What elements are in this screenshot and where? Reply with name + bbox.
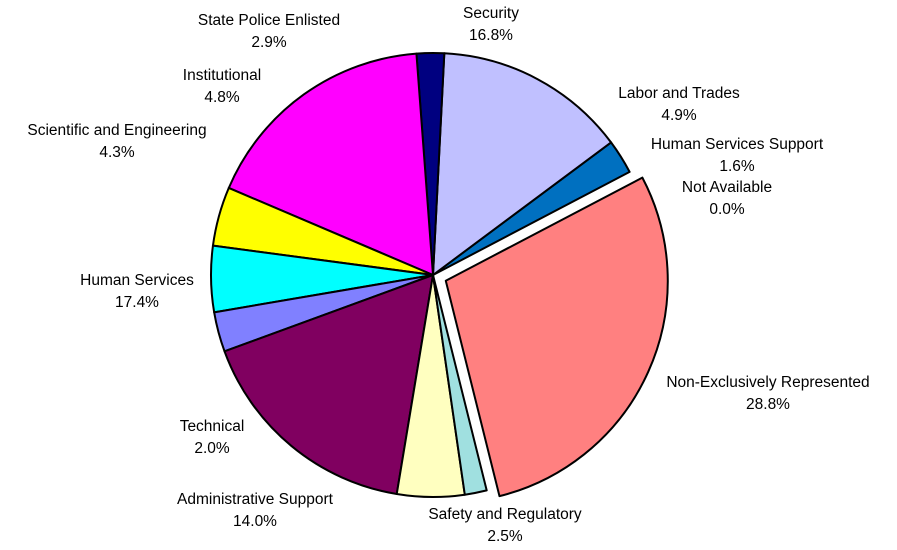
pie-slice-human-services-support [432, 274, 488, 496]
slice-label-name: Non-Exclusively Represented [666, 374, 869, 391]
slice-label-value: 0.0% [709, 201, 745, 218]
slice-label-name: State Police Enlisted [198, 12, 340, 29]
slice-label-state-police-enlisted: State Police Enlisted 2.9% [198, 12, 340, 51]
slice-label-value: 4.3% [99, 144, 135, 161]
slice-label-institutional: Institutional 4.8% [183, 67, 261, 106]
slice-label-value: 2.5% [487, 528, 523, 545]
slice-label-value: 4.8% [204, 89, 240, 106]
slice-label-value: 28.8% [746, 396, 790, 413]
slice-label-name: Human Services Support [651, 136, 824, 153]
slice-label-name: Scientific and Engineering [27, 122, 206, 139]
slice-label-name: Administrative Support [177, 491, 334, 508]
slice-label-name: Human Services [80, 272, 194, 289]
slice-label-administrative-support: Administrative Support 14.0% [177, 491, 334, 530]
slice-label-safety-and-regulatory: Safety and Regulatory 2.5% [428, 506, 582, 545]
slice-label-value: 1.6% [719, 158, 755, 175]
slice-label-value: 16.8% [469, 27, 513, 44]
slice-label-value: 14.0% [233, 513, 277, 530]
slice-label-non-exclusively-represented: Non-Exclusively Represented 28.8% [666, 374, 869, 413]
slice-label-technical: Technical 2.0% [180, 418, 245, 457]
slice-label-value: 4.9% [661, 107, 697, 124]
slice-label-value: 17.4% [115, 294, 159, 311]
slice-label-value: 2.0% [194, 440, 230, 457]
slice-label-security: Security 16.8% [463, 5, 519, 44]
slice-label-human-services: Human Services 17.4% [80, 272, 194, 311]
slice-label-name: Labor and Trades [618, 85, 740, 102]
slice-label-name: Institutional [183, 67, 261, 84]
slice-label-scientific-and-engineering: Scientific and Engineering 4.3% [27, 122, 206, 161]
pie-slices [210, 52, 669, 498]
pie-slice-administrative-support [432, 52, 613, 276]
pie-slice-security [223, 274, 434, 496]
slice-label-value: 2.9% [251, 34, 287, 51]
pie-slice-non-exclusively-represented [444, 176, 669, 498]
pie-slice-human-services [227, 52, 434, 276]
pie-labels: Non-Exclusively Represented 28.8% Safety a… [27, 5, 869, 545]
slice-label-name: Safety and Regulatory [428, 506, 582, 523]
slice-label-name: Security [463, 5, 519, 22]
slice-label-human-services-support: Human Services Support 1.6% [651, 136, 824, 175]
slice-label-name: Technical [180, 418, 245, 435]
slice-label-not-available: Not Available 0.0% [682, 179, 772, 218]
slice-label-name: Not Available [682, 179, 772, 196]
slice-label-labor-and-trades: Labor and Trades 4.9% [618, 85, 740, 124]
